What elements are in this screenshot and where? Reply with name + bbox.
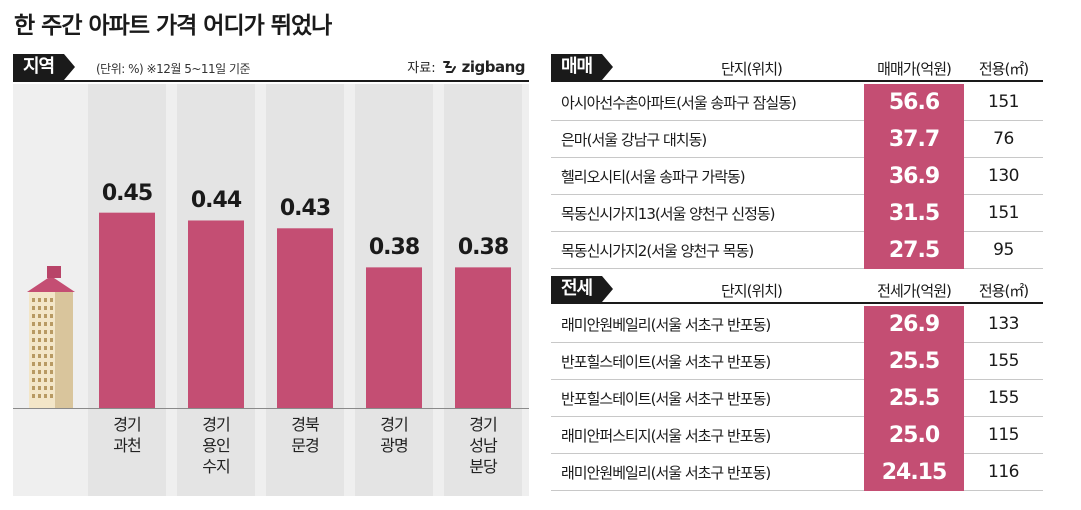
bar-value-label: 0.38: [368, 235, 420, 261]
category-label-line: 수지: [202, 457, 230, 476]
source-label: 자료:: [407, 61, 436, 76]
chart-baseline: [13, 408, 529, 409]
bar-0: [99, 212, 155, 408]
bar-value-label: 0.43: [279, 196, 331, 222]
sale-price-cell: 56.6: [864, 84, 964, 121]
category-label-line: 경기: [469, 415, 497, 434]
jeonse-col-complex: 단지(위치): [721, 282, 783, 300]
jeonse-complex-name: 래미안원베일리(서울 서초구 반포동): [561, 316, 771, 334]
jeonse-complex-name: 반포힐스테이트(서울 서초구 반포동): [561, 390, 771, 408]
jeonse-price-cell: 25.0: [864, 417, 964, 454]
sale-tag: 매매: [551, 54, 614, 80]
source-credit: 자료: zigbang: [407, 57, 526, 77]
bar-value-label: 0.45: [101, 180, 153, 206]
bar-chart-svg: [99, 212, 511, 408]
jeonse-table-row: 래미안퍼스티지(서울 서초구 반포동) 25.0 115: [551, 417, 1043, 454]
jeonse-area-cell: 155: [988, 351, 1019, 371]
sale-complex-name: 은마(서울 강남구 대치동): [561, 131, 707, 149]
sale-col-price: 매매가(억원): [877, 60, 952, 78]
jeonse-area-cell: 116: [988, 462, 1019, 482]
jeonse-col-price: 전세가(억원): [877, 282, 952, 300]
sale-header: 매매 단지(위치) 매매가(억원) 전용(㎡): [551, 52, 1043, 82]
jeonse-table-row: 반포힐스테이트(서울 서초구 반포동) 25.5 155: [551, 343, 1043, 380]
jeonse-area-cell: 155: [988, 388, 1019, 408]
bar-value-label: 0.44: [190, 188, 242, 214]
sale-price-cell: 36.9: [864, 158, 964, 195]
jeonse-area-cell: 133: [988, 314, 1019, 334]
sale-area-cell: 151: [988, 203, 1019, 223]
sale-table-row: 목동신시가지13(서울 양천구 신정동) 31.5 151: [551, 195, 1043, 232]
jeonse-complex-name: 래미안퍼스티지(서울 서초구 반포동): [561, 427, 771, 445]
sale-complex-name: 목동신시가지13(서울 양천구 신정동): [561, 205, 776, 223]
sale-col-complex: 단지(위치): [721, 60, 783, 78]
jeonse-table-row: 래미안원베일리(서울 서초구 반포동) 26.9 133: [551, 306, 1043, 343]
region-tag: 지역: [13, 54, 76, 80]
sale-complex-name: 헬리오시티(서울 송파구 가락동): [561, 168, 746, 186]
sale-complex-name: 아시아선수촌아파트(서울 송파구 잠실동): [561, 94, 797, 112]
jeonse-complex-name: 래미안원베일리(서울 서초구 반포동): [561, 464, 771, 482]
bar-4: [455, 267, 511, 408]
sale-table-row: 은마(서울 강남구 대치동) 37.7 76: [551, 121, 1043, 158]
sale-area-cell: 151: [988, 92, 1019, 112]
jeonse-header: 전세 단지(위치) 전세가(억원) 전용(㎡): [551, 274, 1043, 304]
jeonse-complex-name: 반포힐스테이트(서울 서초구 반포동): [561, 353, 771, 371]
jeonse-price-cell: 24.15: [864, 454, 964, 491]
bar-1: [188, 220, 244, 408]
jeonse-col-area: 전용(㎡): [978, 282, 1029, 300]
zigbang-logo-icon: [442, 60, 456, 73]
jeonse-table-row: 래미안원베일리(서울 서초구 반포동) 24.15 116: [551, 454, 1043, 491]
category-label-line: 경기: [380, 415, 408, 434]
sale-table-row: 헬리오시티(서울 송파구 가락동) 36.9 130: [551, 158, 1043, 195]
jeonse-price-cell: 25.5: [864, 343, 964, 380]
jeonse-table-row: 반포힐스테이트(서울 서초구 반포동) 25.5 155: [551, 380, 1043, 417]
sale-price-cell: 37.7: [864, 121, 964, 158]
category-label-line: 성남: [469, 436, 497, 455]
category-label-line: 광명: [380, 436, 408, 455]
unit-note: (단위: %) ※12월 5~11일 기준: [96, 62, 251, 76]
category-label-line: 경북: [291, 415, 319, 434]
jeonse-area-cell: 115: [988, 425, 1019, 445]
bar-3: [366, 267, 422, 408]
category-label-line: 문경: [291, 436, 319, 455]
category-label-line: 분당: [469, 457, 497, 476]
sale-area-cell: 76: [993, 129, 1014, 149]
sale-table-row: 아시아선수촌아파트(서울 송파구 잠실동) 56.6 151: [551, 84, 1043, 121]
category-label-line: 과천: [113, 436, 141, 455]
category-label-line: 경기: [202, 415, 230, 434]
region-chart-panel: 지역 (단위: %) ※12월 5~11일 기준 자료: zigbang 0.4…: [13, 52, 529, 496]
jeonse-tag: 전세: [551, 276, 614, 302]
sale-price-cell: 31.5: [864, 195, 964, 232]
region-header: 지역 (단위: %) ※12월 5~11일 기준 자료: zigbang: [13, 52, 529, 82]
page-title: 한 주간 아파트 가격 어디가 뛰었나: [14, 13, 332, 39]
apartment-building-icon: [27, 266, 75, 408]
source-brand: zigbang: [461, 57, 526, 76]
sale-col-area: 전용(㎡): [978, 60, 1029, 78]
jeonse-price-cell: 25.5: [864, 380, 964, 417]
sale-table-row: 목동신시가지2(서울 양천구 목동) 27.5 95: [551, 232, 1043, 269]
category-label-line: 경기: [113, 415, 141, 434]
bar-value-label: 0.38: [457, 235, 509, 261]
sale-price-cell: 27.5: [864, 232, 964, 269]
bar-2: [277, 228, 333, 408]
sale-complex-name: 목동신시가지2(서울 양천구 목동): [561, 242, 754, 260]
sale-area-cell: 95: [993, 240, 1014, 260]
sale-area-cell: 130: [988, 166, 1019, 186]
category-label-line: 용인: [202, 436, 230, 455]
jeonse-price-cell: 26.9: [864, 306, 964, 343]
